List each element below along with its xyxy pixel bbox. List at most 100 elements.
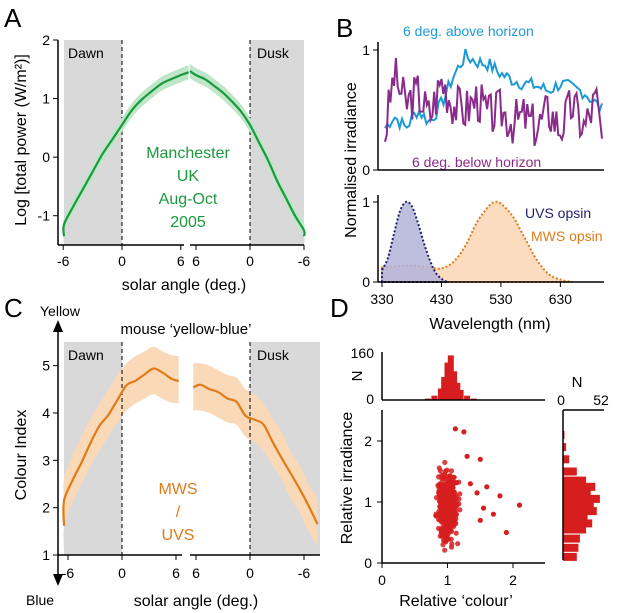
right-hist-bar — [563, 507, 597, 516]
right-hist-bar — [563, 543, 579, 552]
scatter-point — [484, 484, 490, 490]
right-hist-bar — [563, 513, 588, 522]
x-tick-label-c: -6 — [62, 565, 75, 581]
right-hist-bar — [563, 494, 600, 503]
confidence-band-c — [63, 346, 318, 551]
scatter-point — [438, 530, 444, 536]
top-hist-bar — [437, 388, 444, 400]
right-hist-tick-max: 52 — [593, 392, 609, 408]
scatter-point — [436, 465, 442, 471]
top-hist-bar — [457, 389, 464, 400]
scatter-point — [438, 495, 444, 501]
x-tick-label-c: -6 — [298, 565, 311, 581]
scatter-point — [474, 490, 480, 496]
right-hist-bar — [563, 525, 587, 534]
scatter-point — [441, 473, 447, 479]
x-ticks-b: 330 430 530 630 — [370, 282, 572, 307]
power-line-dusk — [189, 70, 306, 237]
annotation-line-1: Manchester — [146, 145, 230, 162]
y-axis-label-b: Normalised irradiance — [343, 82, 360, 238]
top-hist-tick-max: 160 — [351, 345, 375, 361]
dawn-label-c: Dawn — [68, 347, 104, 363]
scatter-point — [477, 517, 483, 523]
top-hist-bar — [447, 355, 454, 400]
scatter-point — [433, 513, 439, 519]
arrow-down-icon — [53, 574, 63, 586]
annotation-line-4: 2005 — [170, 214, 206, 231]
right-hist-bar — [563, 482, 596, 491]
scatter-point — [467, 481, 473, 487]
y-tick-label-d: 0 — [364, 555, 372, 571]
x-tick-label-b: 530 — [489, 291, 513, 307]
scatter-point — [436, 517, 442, 523]
y-tick-label-a: -1 — [38, 208, 51, 224]
y-ticks-a: 2 1 0 -1 — [38, 32, 58, 224]
x-axis-label-a: solar angle (deg.) — [122, 277, 247, 294]
uvs-opsin-area — [381, 200, 448, 283]
x-tick-label-b: 630 — [549, 291, 573, 307]
right-hist-tick-zero: 0 — [557, 392, 565, 408]
scatter-point — [448, 479, 454, 485]
scatter-point — [457, 491, 463, 497]
scatter-point — [477, 456, 483, 462]
panel-letter-a: A — [4, 3, 22, 33]
scatter-point — [447, 485, 453, 491]
x-tick-label-a: 0 — [246, 253, 254, 269]
right-hist-n-label: N — [572, 374, 583, 391]
x-tick-label-a: -6 — [57, 253, 70, 269]
right-hist-bar — [563, 443, 567, 452]
right-hist-bar — [563, 534, 580, 543]
panel-b: B 6 deg. above horizon 6 deg. below hori… — [336, 13, 604, 333]
scatter-point — [445, 526, 451, 532]
panel-c: C Yellow mouse ‘yellow-blue’ Dawn Dusk 5… — [4, 293, 320, 610]
label-above-horizon: 6 deg. above horizon — [403, 23, 534, 39]
right-hist-bar — [563, 501, 594, 510]
panel-letter-d: D — [330, 293, 349, 323]
scatter-point — [442, 459, 448, 465]
right-hist-bar — [563, 519, 593, 528]
location-annotation: Manchester UK Aug-Oct 2005 — [146, 145, 230, 231]
label-mws-opsin: MWS opsin — [531, 228, 603, 244]
y-axis-label-a: Log [total power (W/m²)] — [13, 54, 30, 226]
right-hist-bar — [563, 552, 577, 561]
scatter-point — [436, 488, 442, 494]
dawn-label-a: Dawn — [68, 45, 104, 61]
y-tick-label-a: 1 — [42, 91, 50, 107]
top-hist-bar — [441, 377, 448, 400]
y-tick-label-a: 2 — [42, 32, 50, 48]
scatter-point — [440, 519, 446, 525]
right-hist-bar — [563, 467, 577, 476]
panel-d: D 160 0 N N 0 52 2 1 0 0 1 2 Relative irradi… — [330, 293, 609, 610]
x-tick-label-d: 2 — [509, 572, 517, 588]
spectrum-above-horizon — [384, 48, 603, 132]
scatter-point — [448, 544, 455, 550]
top-histogram — [424, 355, 477, 401]
x-tick-label-c: 0 — [246, 565, 254, 581]
ratio-line-1: MWS — [158, 481, 197, 498]
scatter-point — [503, 529, 509, 536]
scatter-point — [445, 489, 451, 495]
dusk-label-c: Dusk — [257, 347, 290, 363]
dusk-label-a: Dusk — [257, 45, 290, 61]
label-below-horizon: 6 deg. below horizon — [412, 154, 541, 170]
scatter-point — [445, 508, 451, 514]
y-tick-label-b-top: 1 — [362, 42, 370, 58]
ratio-annotation: MWS / UVS — [158, 481, 197, 544]
x-tick-label-c: 6 — [172, 565, 180, 581]
y-ticks-c: 5 4 3 2 1 — [42, 358, 58, 563]
panel-a: A Dawn Dusk 2 1 0 -1 -6 0 6 6 0 -6 Log [total po… — [4, 3, 310, 294]
x-tick-label-a: 0 — [118, 253, 126, 269]
top-hist-n-label: N — [349, 371, 366, 382]
scatter-point — [451, 518, 457, 524]
scatter-point — [497, 493, 503, 499]
colour-index-line-dawn — [62, 367, 180, 526]
scatter-point — [440, 500, 446, 506]
scatter-point — [441, 513, 447, 519]
x-tick-label-d: 0 — [378, 572, 386, 588]
y-tick-label-d: 1 — [364, 494, 372, 510]
x-axis-label-d: Relative ‘colour’ — [399, 593, 513, 610]
right-hist-bar — [563, 488, 591, 497]
y-ticks-b-bottom: 10 — [362, 194, 378, 290]
panel-letter-c: C — [4, 293, 23, 323]
x-tick-label-b: 430 — [430, 291, 454, 307]
